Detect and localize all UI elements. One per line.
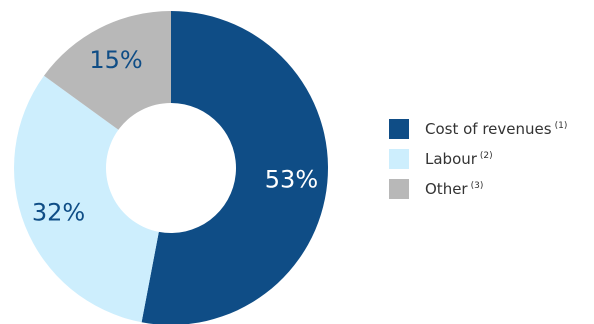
legend-swatch-cost-of-revenues bbox=[389, 119, 409, 139]
legend-swatch-labour bbox=[389, 149, 409, 169]
legend-label-other: Other bbox=[425, 180, 468, 198]
legend-label-labour: Labour bbox=[425, 150, 477, 168]
donut-slice-other bbox=[43, 11, 172, 130]
donut-slice-labels: 53% 32% 15% bbox=[32, 46, 318, 226]
slice-label-other: 15% bbox=[89, 46, 142, 74]
donut-slices bbox=[13, 11, 328, 324]
slice-label-cost-of-revenues: 53% bbox=[265, 165, 318, 193]
legend-item-labour: Labour (2) bbox=[389, 149, 589, 169]
donut-slice-cost-of-revenues bbox=[141, 11, 328, 324]
legend-item-other: Other (3) bbox=[389, 179, 589, 199]
legend-swatch-other bbox=[389, 179, 409, 199]
legend-note-other: (3) bbox=[470, 181, 484, 191]
legend-note-cost-of-revenues: (1) bbox=[554, 121, 568, 131]
legend-label-cost-of-revenues: Cost of revenues bbox=[425, 120, 552, 138]
chart-legend: Cost of revenues (1) Labour (2) Other (3) bbox=[389, 119, 589, 209]
slice-label-labour: 32% bbox=[32, 199, 85, 227]
legend-item-cost-of-revenues: Cost of revenues (1) bbox=[389, 119, 589, 139]
donut-slice-labour bbox=[13, 75, 159, 323]
legend-note-labour: (2) bbox=[479, 151, 493, 161]
